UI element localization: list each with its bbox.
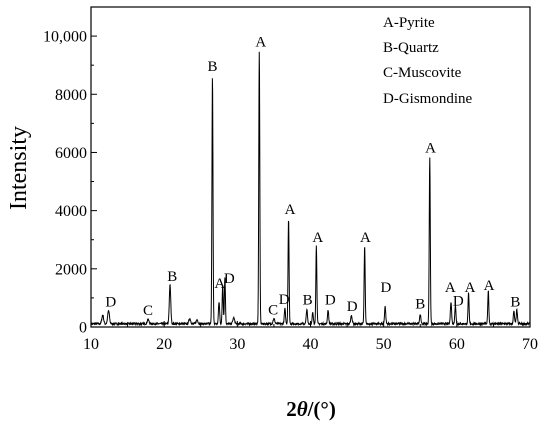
peak-label: A: [425, 141, 436, 157]
x-axis-title-number: 2: [286, 397, 297, 421]
x-axis-title: 2θ/(°): [286, 397, 336, 421]
peak-label: A: [312, 230, 323, 246]
y-tick-label: 2000: [55, 261, 87, 278]
y-tick-label: 10,000: [43, 29, 87, 46]
peak-label: A: [360, 230, 371, 246]
x-tick-label: 70: [522, 336, 538, 353]
y-tick-label: 4000: [55, 203, 87, 220]
x-tick-label: 30: [229, 336, 245, 353]
x-axis-title-theta: θ: [297, 397, 308, 421]
peak-label: D: [453, 293, 464, 309]
x-tick-label: 60: [449, 336, 465, 353]
peak-label: A: [255, 35, 266, 51]
legend: A-Pyrite B-Quartz C-Muscovite D-Gismondi…: [383, 15, 473, 107]
peak-label: A: [285, 202, 296, 218]
x-axis-title-unit: /(°): [307, 397, 336, 421]
legend-entry: B-Quartz: [383, 40, 439, 56]
peak-label: D: [224, 271, 235, 287]
y-tick-label: 0: [79, 320, 87, 337]
y-axis-title: Intensity: [6, 126, 32, 210]
peak-label: D: [325, 293, 336, 309]
peak-label: A: [484, 278, 495, 294]
legend-entry: A-Pyrite: [383, 15, 435, 31]
legend-entry: D-Gismondine: [383, 91, 473, 107]
x-tick-label: 40: [303, 336, 319, 353]
peak-label: A: [465, 280, 476, 296]
peak-label: D: [347, 299, 358, 315]
legend-entry: C-Muscovite: [383, 65, 462, 81]
peak-label: A: [445, 280, 456, 296]
peak-label: D: [279, 292, 290, 308]
peak-label: B: [303, 293, 313, 309]
x-axis-ticks: 10 20 30 40 50 60 70: [83, 321, 538, 353]
peak-label: D: [105, 295, 116, 311]
peak-label: D: [380, 280, 391, 296]
peak-label: C: [268, 302, 278, 318]
peak-label: B: [510, 295, 520, 311]
x-tick-label: 50: [376, 336, 392, 353]
peak-label: C: [143, 303, 153, 319]
x-tick-label: 20: [156, 336, 172, 353]
peak-label: B: [415, 297, 425, 313]
y-tick-label: 6000: [55, 145, 87, 162]
peak-label: A: [214, 276, 225, 292]
peak-label: B: [167, 269, 177, 285]
peak-label: B: [207, 59, 217, 75]
y-axis-ticks: 0 2000 4000 6000 8000 10,000: [43, 29, 97, 337]
y-tick-label: 8000: [55, 87, 87, 104]
x-tick-label: 10: [83, 336, 99, 353]
